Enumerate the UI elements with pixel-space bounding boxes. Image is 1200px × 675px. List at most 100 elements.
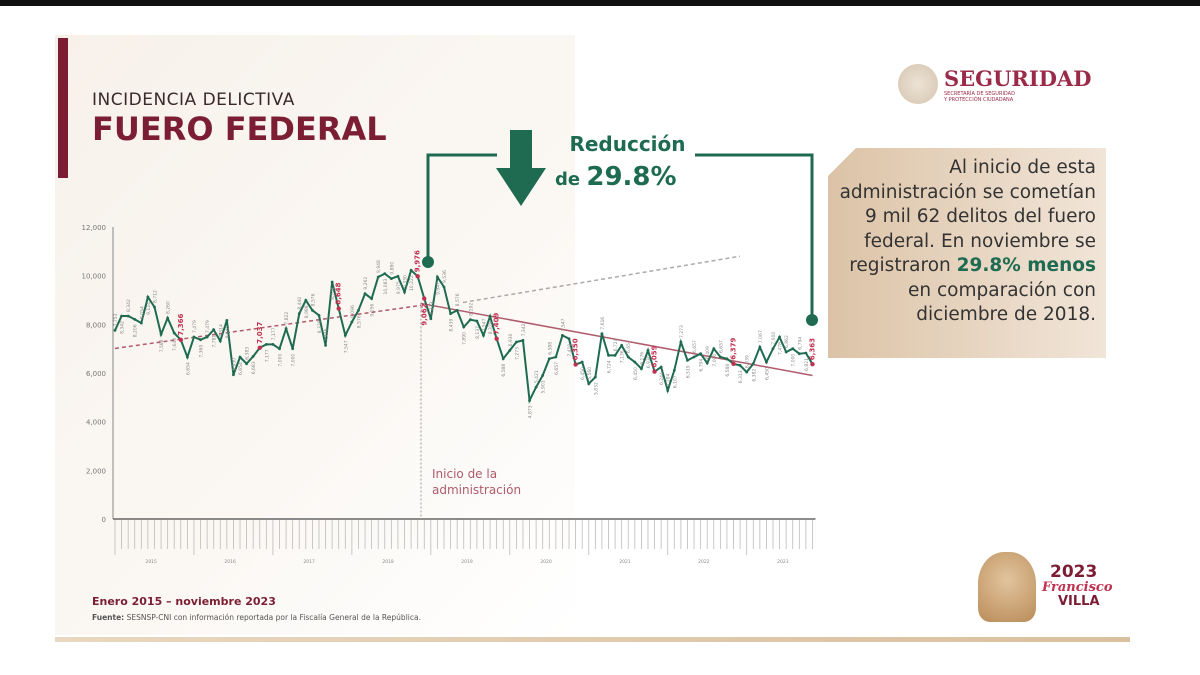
data-point [561,333,564,337]
data-label: 7,616 [600,317,606,330]
data-label: 5,930 [231,358,237,371]
data-label: 6,450 [580,367,586,380]
data-label: 8,329 [488,321,494,334]
data-label: 7,753 [113,313,119,326]
data-point [126,314,130,318]
data-label: 7,000 [278,354,284,367]
data-point [436,275,439,279]
data-point [284,327,288,331]
y-tick-label: 10,000 [82,273,107,281]
data-point [159,332,163,336]
data-point [133,317,137,321]
data-point [514,340,518,344]
data-point [120,314,123,318]
data-point [383,272,387,276]
data-point [725,357,729,361]
data-label: 8,054 [139,306,145,319]
x-year-label: 2018 [382,559,394,565]
data-point [376,275,380,279]
data-label: 6,724 [607,360,613,373]
data-label: 8,342 [120,321,126,334]
bracket-right [695,153,814,320]
data-point [712,347,716,351]
x-year-label: 2022 [698,559,710,565]
data-point [771,347,775,351]
summary-text: Al inicio de esta administración se come… [839,157,1096,325]
data-label: 6,039 [745,355,751,368]
data-point [600,332,604,336]
data-point [810,361,815,367]
y-tick-label: 0 [102,516,106,524]
data-point [324,343,327,347]
data-point [396,274,400,278]
data-label: 9,947 [435,282,441,295]
data-label: 5,832 [593,382,599,395]
data-label: 7,478 [778,342,784,355]
data-point [547,357,551,361]
data-label: 10,083 [383,279,389,295]
data-point [646,348,650,352]
data-label: 7,479 [205,320,211,333]
data-point [666,389,670,392]
data-point [350,320,354,324]
data-label: 9,880 [389,262,395,275]
data-label: 7,000 [771,332,777,345]
x-year-label: 2017 [303,559,315,565]
data-label: 9,976 [414,250,422,272]
data-label: 7,410 [567,344,573,357]
data-point [178,337,183,342]
data-point [797,352,801,356]
data-label: 6,409 [705,346,711,359]
data-label: 7,369 [199,345,205,358]
y-tick-label: 6,000 [86,370,106,378]
data-label: 7,314 [218,324,224,337]
data-label: 6,588 [501,364,507,377]
data-point [501,357,505,361]
data-point [541,374,545,377]
data-point [291,347,295,351]
data-label: 8,192 [468,303,474,316]
data-label: 6,450 [764,367,770,380]
data-label: 7,000 [791,354,797,367]
data-label: 7,037 [256,322,264,344]
data-label: 5,560 [587,367,593,380]
x-year-label: 2021 [619,559,631,565]
data-label: 5,284 [666,373,672,386]
data-point [745,370,749,374]
x-year-label: 2016 [224,559,236,565]
data-label: 8,576 [310,293,316,306]
data-label: 6,350 [572,338,580,360]
data-label: 8,233 [429,302,435,315]
data-label: 6,657 [554,362,560,375]
data-point [389,277,393,281]
data-label: 7,136 [620,350,626,363]
data-point [686,358,689,362]
data-point [449,312,452,316]
data-label: 6,930 [646,355,652,368]
data-point [146,295,150,299]
data-label: 5,421 [534,370,540,383]
data-point [751,362,755,366]
data-label: 9,975 [396,281,402,294]
data-point [620,343,624,347]
data-point [409,268,413,272]
data-label: 9,056 [370,304,376,317]
data-label: 7,479 [192,320,198,333]
data-point [422,296,427,301]
data-label: 6,930 [508,333,514,346]
data-point [264,342,268,346]
data-point [336,306,341,311]
data-point [587,382,591,386]
data-point [482,333,485,337]
data-point [297,312,301,316]
source-note: Fuente: SESNSP-CNI con información repor… [92,613,421,622]
data-point [468,318,472,322]
data-label: 8,165 [225,325,231,338]
data-point [534,385,538,389]
x-year-label: 2020 [540,559,552,565]
data-point [804,351,808,355]
data-point [330,280,334,284]
data-label: 6,657 [718,340,724,353]
data-point [554,355,558,359]
